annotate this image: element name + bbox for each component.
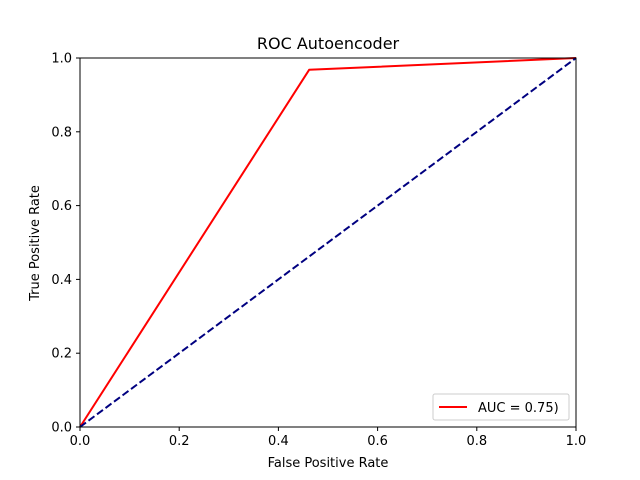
legend-frame bbox=[432, 393, 570, 421]
y-tick-label: 1.0 bbox=[51, 52, 72, 67]
x-axis-label: False Positive Rate bbox=[268, 456, 389, 471]
y-tick-label: 0.8 bbox=[51, 125, 72, 140]
x-tick-label: 1.0 bbox=[566, 434, 587, 449]
y-axis-label: True Positive Rate bbox=[28, 185, 43, 302]
axes-frame bbox=[79, 57, 577, 428]
x-tick-label: 0.0 bbox=[70, 434, 91, 449]
x-tick-label: 0.2 bbox=[169, 434, 190, 449]
x-tick-label: 0.6 bbox=[367, 434, 388, 449]
legend: AUC = 0.75) bbox=[432, 393, 570, 421]
x-tick-label: 0.4 bbox=[268, 434, 289, 449]
y-tick-label: 0.0 bbox=[51, 421, 72, 436]
y-tick-label: 0.6 bbox=[51, 199, 72, 214]
chart-title: ROC Autoencoder bbox=[257, 34, 400, 53]
roc-curve-line bbox=[79, 57, 577, 428]
axes: 0.0 0.2 0.4 0.6 0.8 1.0 0.0 0.2 0.4 0.6 0.8 1.0 bbox=[51, 52, 586, 450]
y-tick-label: 0.2 bbox=[51, 347, 72, 362]
chance-diagonal-line bbox=[79, 57, 577, 428]
x-tick-label: 0.8 bbox=[466, 434, 487, 449]
plot-area bbox=[79, 57, 577, 428]
legend-label: AUC = 0.75) bbox=[478, 401, 559, 416]
y-tick-label: 0.4 bbox=[51, 273, 72, 288]
